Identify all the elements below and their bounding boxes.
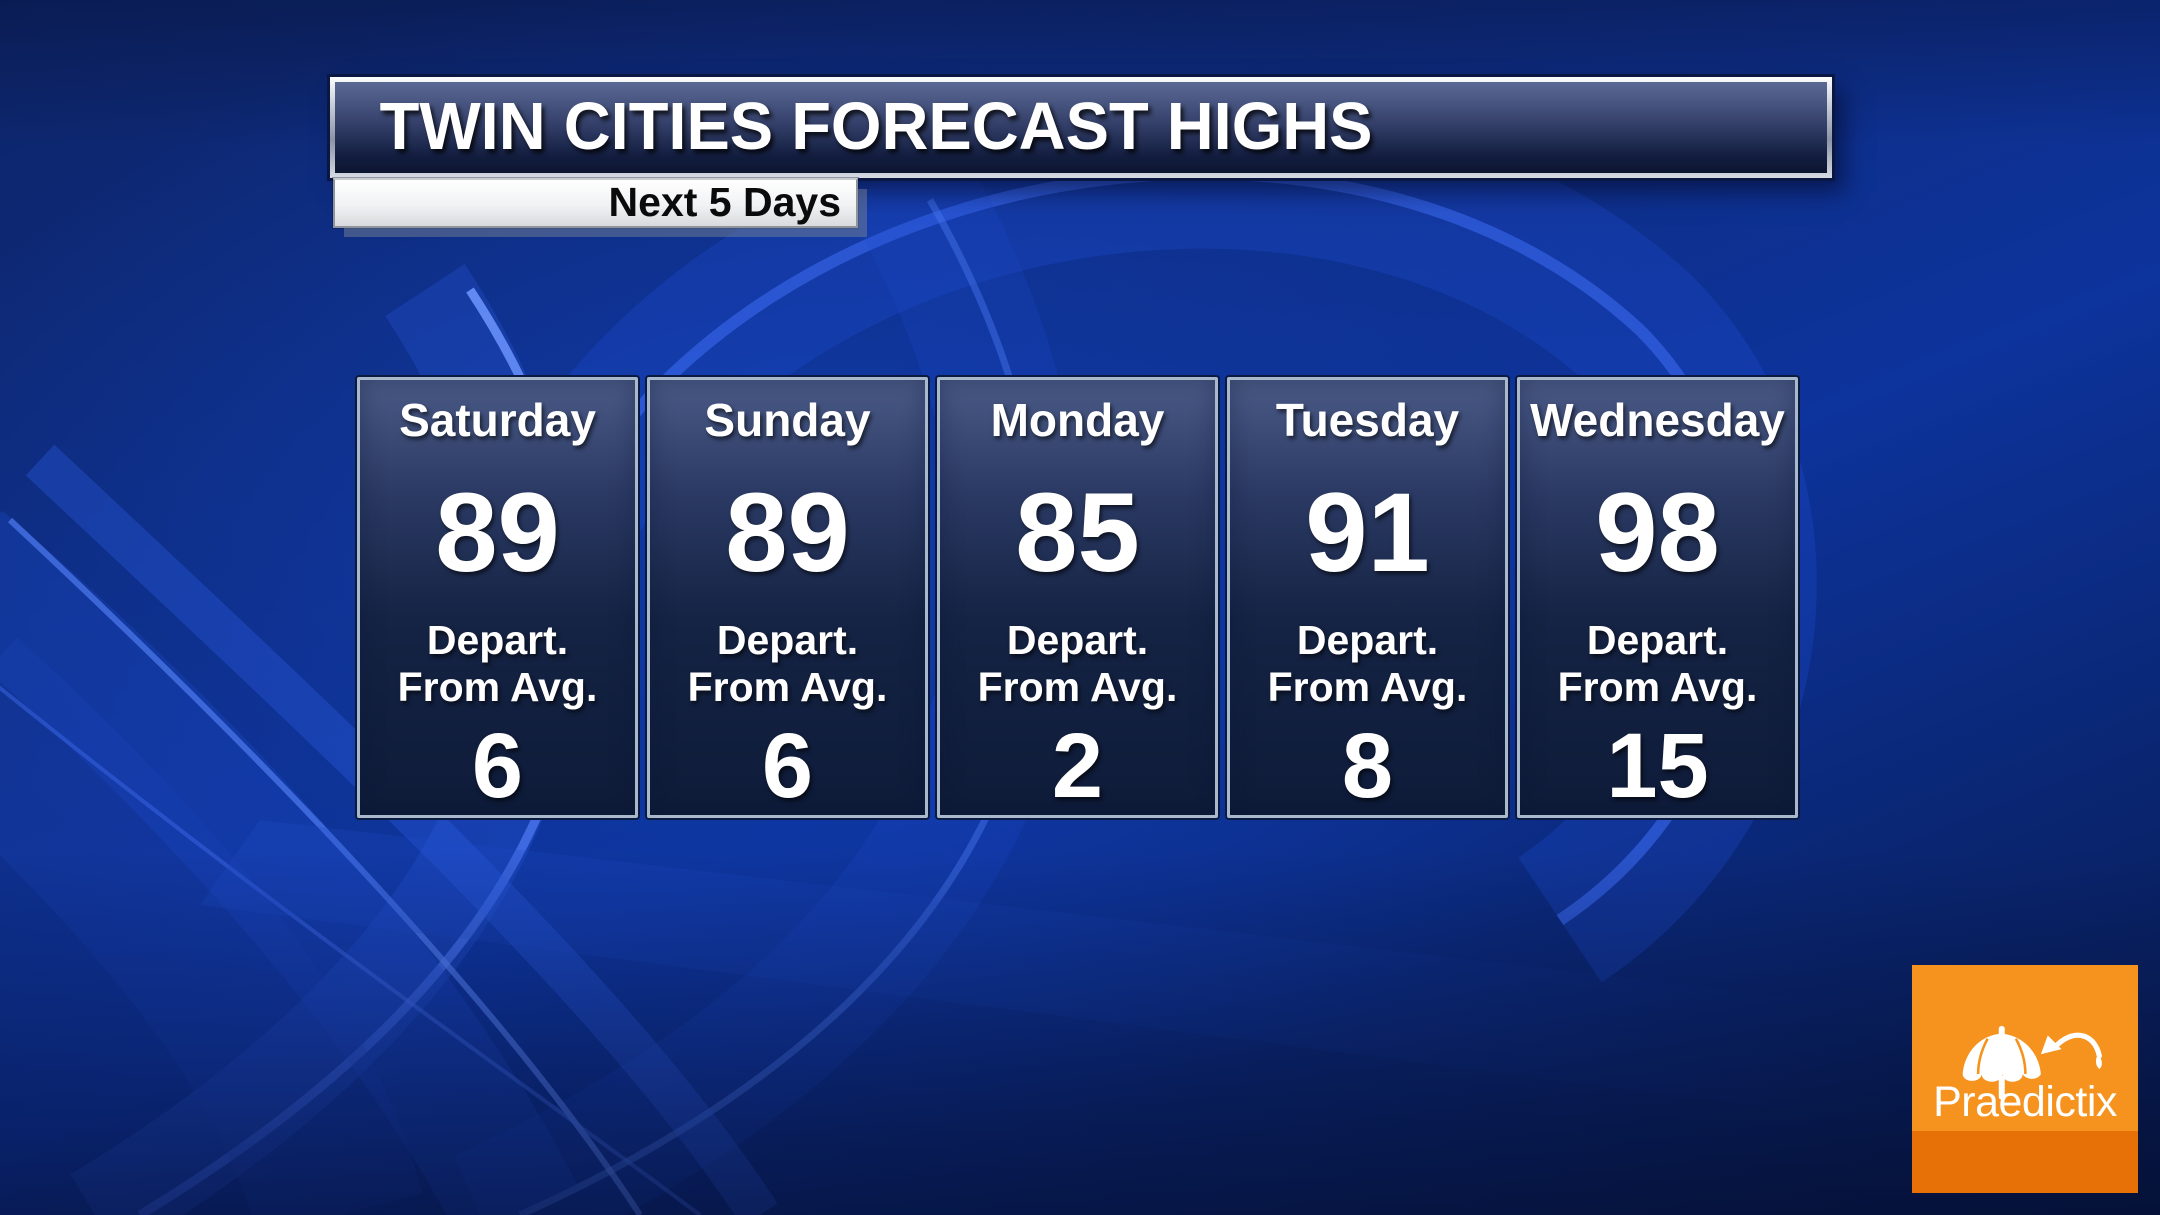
day-name: Sunday [704,394,871,446]
logo-bottom-strip [1912,1131,2138,1193]
depart-label-line1: Depart. [426,616,569,663]
forecast-high: 98 [1595,469,1720,595]
depart-label-line2: From Avg. [977,664,1178,711]
title-banner: TWIN CITIES FORECAST HIGHS [330,77,1832,178]
title-banner-inner: TWIN CITIES FORECAST HIGHS [335,82,1827,173]
departure-value: 8 [1341,714,1394,817]
departure-value: 2 [1051,714,1104,817]
day-name: Monday [990,394,1165,446]
praedictix-logo: Praedictix [1912,965,2138,1193]
depart-label-line1: Depart. [1586,616,1729,663]
forecast-high: 89 [435,469,560,595]
forecast-card-monday: Monday 85 Depart. From Avg. 2 [937,377,1218,818]
departure-value: 6 [761,714,814,817]
departure-value: 15 [1606,714,1709,817]
logo-wordmark: Praedictix [1933,1078,2117,1126]
depart-label-line1: Depart. [716,616,859,663]
depart-label-line2: From Avg. [687,664,888,711]
forecast-cards-row: Saturday 89 Depart. From Avg. 6 Sunday 8… [357,377,1798,818]
depart-label-line1: Depart. [1006,616,1149,663]
forecast-card-wednesday: Wednesday 98 Depart. From Avg. 15 [1517,377,1798,818]
day-name: Wednesday [1530,394,1785,446]
page-title: TWIN CITIES FORECAST HIGHS [379,89,1373,164]
forecast-high: 89 [725,469,850,595]
forecast-card-sunday: Sunday 89 Depart. From Avg. 6 [647,377,928,818]
forecast-card-saturday: Saturday 89 Depart. From Avg. 6 [357,377,638,818]
depart-label-line1: Depart. [1296,616,1439,663]
depart-label-line2: From Avg. [397,664,598,711]
subtitle-banner: Next 5 Days [333,178,858,228]
forecast-card-tuesday: Tuesday 91 Depart. From Avg. 8 [1227,377,1508,818]
forecast-high: 85 [1015,469,1140,595]
depart-label-line2: From Avg. [1557,664,1758,711]
forecast-high: 91 [1305,469,1430,595]
umbrella-icon [1962,1025,2102,1100]
day-name: Tuesday [1275,394,1460,446]
day-name: Saturday [399,394,596,446]
depart-label-line2: From Avg. [1267,664,1468,711]
subtitle-label: Next 5 Days [608,179,841,225]
departure-value: 6 [471,714,524,817]
